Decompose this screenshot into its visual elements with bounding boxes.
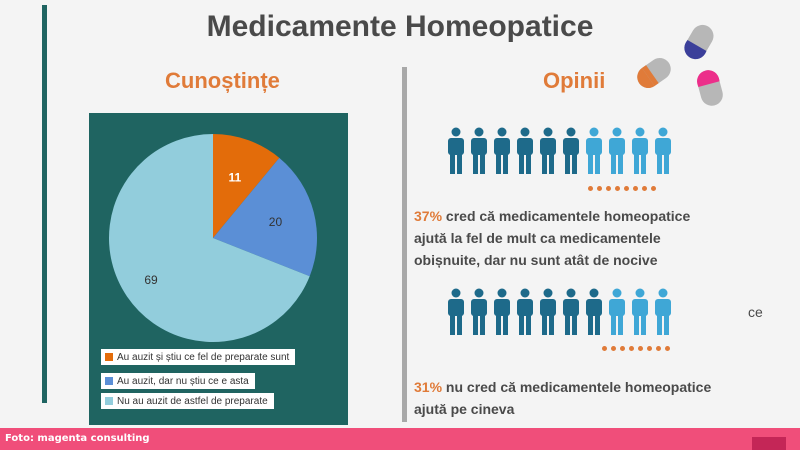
legend-swatch <box>105 397 113 405</box>
photo-credit: Foto: magenta consulting <box>5 433 150 444</box>
dot <box>624 186 629 191</box>
person-icon <box>540 288 556 335</box>
opinion-text-line: cred că medicamentele homeopatice <box>445 208 691 224</box>
opinion-text-line: ajută pe cineva <box>414 401 515 417</box>
dot <box>602 346 607 351</box>
people-icon-row <box>446 127 673 177</box>
dots-row <box>602 346 670 351</box>
opinion-stat-1: 37% cred că medicamentele homeopatice aj… <box>414 205 690 271</box>
person-icon <box>609 288 625 335</box>
legend-label: Au auzit, dar nu știu ce e asta <box>117 375 249 387</box>
opinion-text-line: ajută la fel de mult ca medicamentele <box>414 230 661 246</box>
left-accent-bar <box>42 5 47 403</box>
person-icon <box>517 288 533 335</box>
text-fragment: ce <box>748 304 763 320</box>
opinion-text-line: nu cred că medicamentele homeopatice <box>445 379 712 395</box>
footer-accent-block <box>752 437 786 450</box>
dot <box>665 346 670 351</box>
pie-chart: 11 20 69 <box>109 134 317 342</box>
pie-slice <box>213 134 280 238</box>
dot <box>588 186 593 191</box>
people-icon-row <box>446 288 673 338</box>
pie-data-label: 69 <box>144 273 158 287</box>
dot <box>638 346 643 351</box>
footer-bar: Foto: magenta consulting <box>0 428 800 450</box>
legend-item-unknown: Au auzit, dar nu știu ce e asta <box>101 373 255 389</box>
person-icon <box>517 127 533 174</box>
dot <box>620 346 625 351</box>
legend-item-known: Au auzit și știu ce fel de preparate sun… <box>101 349 296 365</box>
legend-label: Au auzit și știu ce fel de preparate sun… <box>117 351 290 363</box>
section-divider <box>402 67 407 422</box>
legend-swatch <box>105 353 113 361</box>
person-icon <box>586 127 602 174</box>
dot <box>642 186 647 191</box>
person-icon <box>563 127 579 174</box>
dot <box>615 186 620 191</box>
pie-chart-panel: 11 20 69 Au auzit și știu ce fel de prepar… <box>89 113 348 425</box>
dot <box>606 186 611 191</box>
legend-item-not-heard: Nu au auzit de astfel de preparate <box>101 393 274 409</box>
person-icon <box>586 288 602 335</box>
person-icon <box>448 288 464 335</box>
dot <box>647 346 652 351</box>
dots-row <box>588 186 656 191</box>
dot <box>611 346 616 351</box>
legend-swatch <box>105 377 113 385</box>
person-icon <box>563 288 579 335</box>
person-icon <box>632 288 648 335</box>
pie-data-label: 20 <box>269 215 283 229</box>
dot <box>651 186 656 191</box>
opinion-percent: 37% <box>414 208 443 224</box>
legend-label: Nu au auzit de astfel de preparate <box>117 395 268 407</box>
page-title: Medicamente Homeopatice <box>206 10 594 43</box>
opinion-text-line: obișnuite, dar nu sunt atât de nocive <box>414 252 658 268</box>
dot <box>629 346 634 351</box>
dot <box>633 186 638 191</box>
person-icon <box>494 127 510 174</box>
opinion-stat-2: 31% nu cred că medicamentele homeopatice… <box>414 376 711 420</box>
person-icon <box>540 127 556 174</box>
person-icon <box>471 127 487 174</box>
person-icon <box>494 288 510 335</box>
person-icon <box>632 127 648 174</box>
opinion-percent: 31% <box>414 379 443 395</box>
person-icon <box>448 127 464 174</box>
pie-slice <box>213 157 317 277</box>
pie-data-label: 11 <box>228 170 241 184</box>
section-title-opinions: Opinii <box>543 68 606 93</box>
person-icon <box>609 127 625 174</box>
dot <box>656 346 661 351</box>
section-title-knowledge: Cunoștințe <box>165 68 280 93</box>
pills-icon <box>637 24 723 106</box>
person-icon <box>655 127 671 174</box>
dot <box>597 186 602 191</box>
pie-slice <box>109 134 310 342</box>
person-icon <box>655 288 671 335</box>
person-icon <box>471 288 487 335</box>
